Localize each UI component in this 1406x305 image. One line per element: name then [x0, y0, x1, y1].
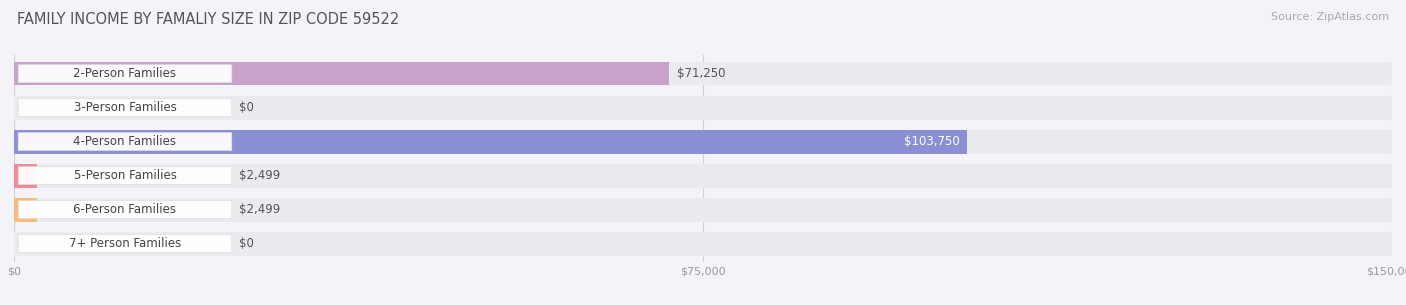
Bar: [14, 164, 37, 188]
Text: $103,750: $103,750: [904, 135, 960, 148]
FancyBboxPatch shape: [18, 235, 232, 253]
Bar: [14, 62, 669, 85]
Bar: [14, 232, 1392, 256]
Text: 5-Person Families: 5-Person Families: [73, 169, 176, 182]
Text: 7+ Person Families: 7+ Person Families: [69, 237, 181, 250]
Text: $71,250: $71,250: [676, 67, 725, 80]
Text: 3-Person Families: 3-Person Families: [73, 101, 176, 114]
FancyBboxPatch shape: [18, 167, 232, 185]
Bar: [14, 62, 1392, 85]
FancyBboxPatch shape: [18, 65, 232, 83]
FancyBboxPatch shape: [18, 99, 232, 117]
Text: FAMILY INCOME BY FAMALIY SIZE IN ZIP CODE 59522: FAMILY INCOME BY FAMALIY SIZE IN ZIP COD…: [17, 12, 399, 27]
Text: $2,499: $2,499: [239, 203, 280, 216]
Bar: [14, 130, 1392, 153]
Text: 6-Person Families: 6-Person Families: [73, 203, 177, 216]
Text: $0: $0: [239, 237, 253, 250]
FancyBboxPatch shape: [18, 133, 232, 151]
Text: $0: $0: [239, 101, 253, 114]
Bar: [14, 198, 1392, 221]
Text: 2-Person Families: 2-Person Families: [73, 67, 177, 80]
Bar: [14, 198, 37, 221]
Bar: [14, 130, 967, 153]
Text: 4-Person Families: 4-Person Families: [73, 135, 177, 148]
Bar: [14, 96, 1392, 120]
Text: $2,499: $2,499: [239, 169, 280, 182]
Text: Source: ZipAtlas.com: Source: ZipAtlas.com: [1271, 12, 1389, 22]
FancyBboxPatch shape: [18, 201, 232, 218]
Bar: [14, 164, 1392, 188]
